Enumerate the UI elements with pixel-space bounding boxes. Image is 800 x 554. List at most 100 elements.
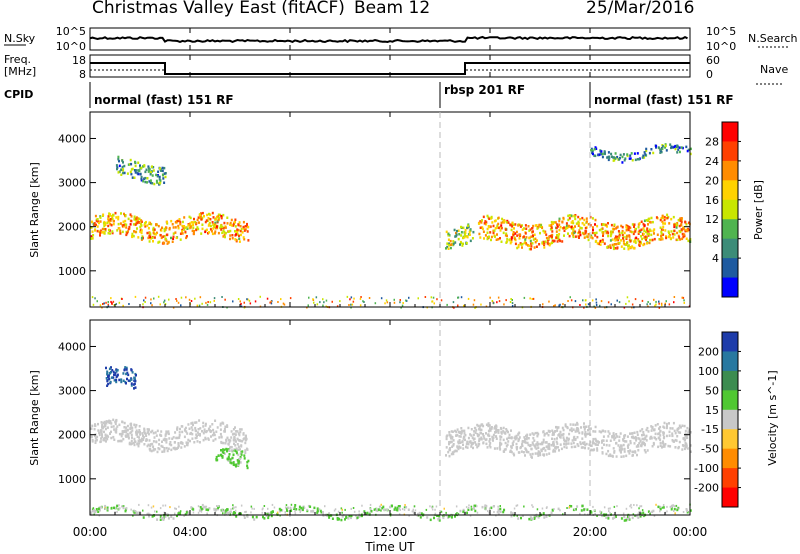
power-cell <box>599 149 602 152</box>
power-clutter-cell <box>107 303 109 306</box>
velocity-cell <box>237 463 239 467</box>
velocity-cell <box>659 425 662 429</box>
velocity-cell <box>612 517 614 520</box>
velocity-cell <box>128 442 131 446</box>
velocity-clutter-cell <box>150 506 153 509</box>
power-cell <box>556 237 559 240</box>
velocity-cell <box>583 422 585 425</box>
velocity-cell <box>631 516 634 520</box>
power-cell <box>109 232 112 235</box>
power-cell <box>242 220 245 224</box>
velocity-cell <box>164 515 167 518</box>
power-cell <box>500 240 503 243</box>
power-cell <box>140 231 143 235</box>
power-cell <box>497 226 500 230</box>
power-cell <box>634 241 637 244</box>
power-cell <box>528 244 531 248</box>
velocity-cell <box>448 441 451 444</box>
velocity-cell <box>623 515 626 519</box>
power-cell <box>147 165 150 168</box>
velocity-cell <box>183 435 186 439</box>
velocity-cell <box>405 506 408 509</box>
velocity-cell <box>474 504 477 508</box>
power-cell <box>533 246 536 249</box>
power-cell <box>501 217 504 221</box>
velocity-cell <box>646 426 649 430</box>
velocity-cell <box>195 429 197 433</box>
velocity-cell <box>642 431 645 434</box>
velocity-cell <box>246 464 249 467</box>
power-cell <box>606 230 609 234</box>
velocity-cell <box>145 434 148 437</box>
velocity-cell <box>681 448 684 451</box>
power-cell <box>446 242 449 245</box>
velocity-cell <box>637 449 640 452</box>
velocity-cell <box>529 433 532 436</box>
velocity-clutter-cell <box>376 508 378 510</box>
velocity-cell <box>478 439 481 443</box>
power-cell <box>595 231 598 235</box>
power-cell <box>148 234 151 238</box>
velocity-cell <box>155 440 158 443</box>
velocity-cell <box>524 447 527 450</box>
power-cell <box>496 233 498 236</box>
power-cell <box>525 243 528 246</box>
power-cell <box>616 238 619 242</box>
velocity-clutter-cell <box>562 513 564 516</box>
velocity-clutter-cell <box>369 508 372 511</box>
velocity-cell <box>622 455 625 458</box>
power-clutter-cell <box>363 301 365 303</box>
velocity-clutter-cell <box>469 514 472 517</box>
velocity-cell <box>129 431 132 435</box>
velocity-cell <box>125 507 128 510</box>
power-cell <box>152 169 155 172</box>
velocity-cell <box>419 516 422 519</box>
power-cell <box>185 235 188 238</box>
velocity-cell <box>542 512 545 515</box>
velocity-cell <box>113 506 115 510</box>
velocity-cell <box>594 430 597 433</box>
power-cell <box>121 230 124 234</box>
velocity-clutter-cell <box>487 510 489 513</box>
power-cell <box>548 224 551 227</box>
power-cell <box>608 155 611 158</box>
velocity-cell <box>219 428 222 431</box>
velocity-cell <box>455 430 458 434</box>
velocity-cell <box>587 447 590 450</box>
velocity-cell <box>536 441 539 444</box>
power-cell <box>629 240 632 243</box>
velocity-cell <box>489 442 492 445</box>
velocity-cell <box>366 511 369 515</box>
power-cell <box>609 234 612 238</box>
power-clutter-cell <box>325 299 328 302</box>
velocity-cell <box>104 504 107 508</box>
power-cell <box>664 229 667 232</box>
power-cell <box>234 230 236 233</box>
power-cell <box>524 224 527 227</box>
power-cell <box>664 144 667 147</box>
power-cell <box>490 238 492 242</box>
power-clutter-cell <box>505 299 507 302</box>
velocity-cell <box>629 449 632 452</box>
power-cell <box>488 235 490 238</box>
power-cell <box>163 172 166 175</box>
power-cell <box>574 217 577 221</box>
velocity-cell <box>196 440 199 443</box>
velocity-cell <box>615 455 618 458</box>
velocity-cell <box>547 447 550 450</box>
power-cell <box>131 167 134 171</box>
velocity-cell <box>521 444 524 448</box>
power-cell <box>534 240 537 244</box>
power-cell <box>149 181 152 185</box>
power-cell <box>168 226 171 230</box>
velocity-cell <box>188 427 191 430</box>
velocity-cell <box>533 444 536 447</box>
velocity-cell <box>474 431 477 434</box>
power-clutter-cell <box>259 295 261 298</box>
power-clutter-cell <box>313 301 315 304</box>
power-cell <box>649 238 651 242</box>
velocity-cell <box>134 379 137 383</box>
velocity-cell <box>445 435 448 438</box>
velocity-clutter-cell <box>286 510 289 513</box>
